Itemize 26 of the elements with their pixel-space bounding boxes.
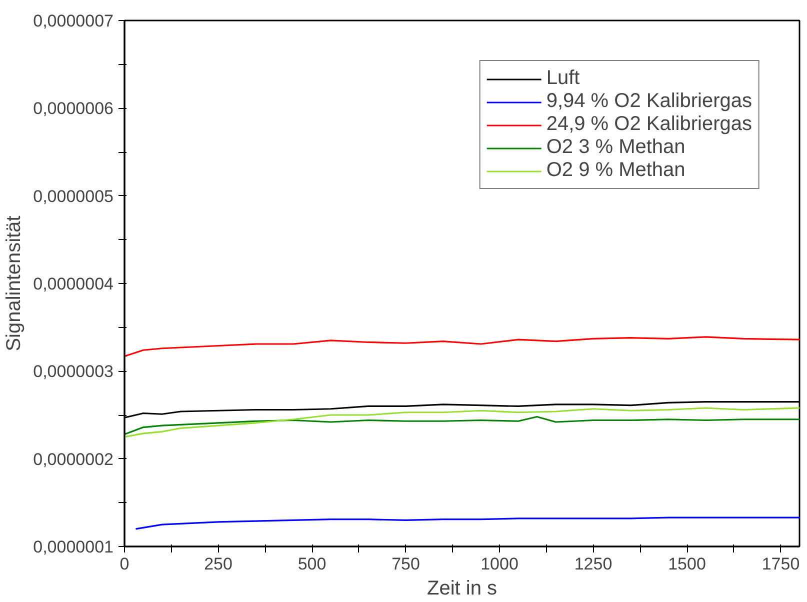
y-tick-label: 0,0000004 [33, 274, 114, 294]
legend-label: Luft [546, 67, 580, 90]
legend-label: 9,94 % O2 Kalibriergas [546, 90, 752, 113]
x-axis-title: Zeit in s [426, 578, 498, 600]
x-tick-label: 1500 [668, 554, 706, 574]
line-series [124, 416, 800, 436]
line-series [124, 336, 800, 358]
legend-label: O2 3 % Methan [546, 136, 686, 159]
x-tick-label: 250 [204, 554, 232, 574]
y-tick-label: 0,0000003 [33, 362, 114, 382]
x-tick-label: 1000 [480, 554, 518, 574]
y-axis-title: Signalintensität [3, 215, 26, 352]
x-tick-label: 0 [120, 554, 130, 574]
x-tick-label: 500 [298, 554, 326, 574]
legend-label: O2 9 % Methan [546, 159, 686, 182]
x-tick-label: 750 [392, 554, 420, 574]
legend-label: 24,9 % O2 Kalibriergas [546, 113, 752, 136]
y-tick-label: 0,0000001 [33, 538, 114, 556]
y-tick-label: 0,0000006 [33, 99, 114, 118]
y-tick-label: 0,0000002 [33, 450, 114, 469]
x-tick-label: 1250 [574, 554, 612, 574]
y-tick-label: 0,0000005 [33, 186, 114, 206]
line-series [134, 516, 800, 530]
y-tick-label: 0,0000007 [33, 12, 114, 30]
line-series [124, 407, 800, 438]
x-tick-label: 1750 [762, 554, 800, 574]
